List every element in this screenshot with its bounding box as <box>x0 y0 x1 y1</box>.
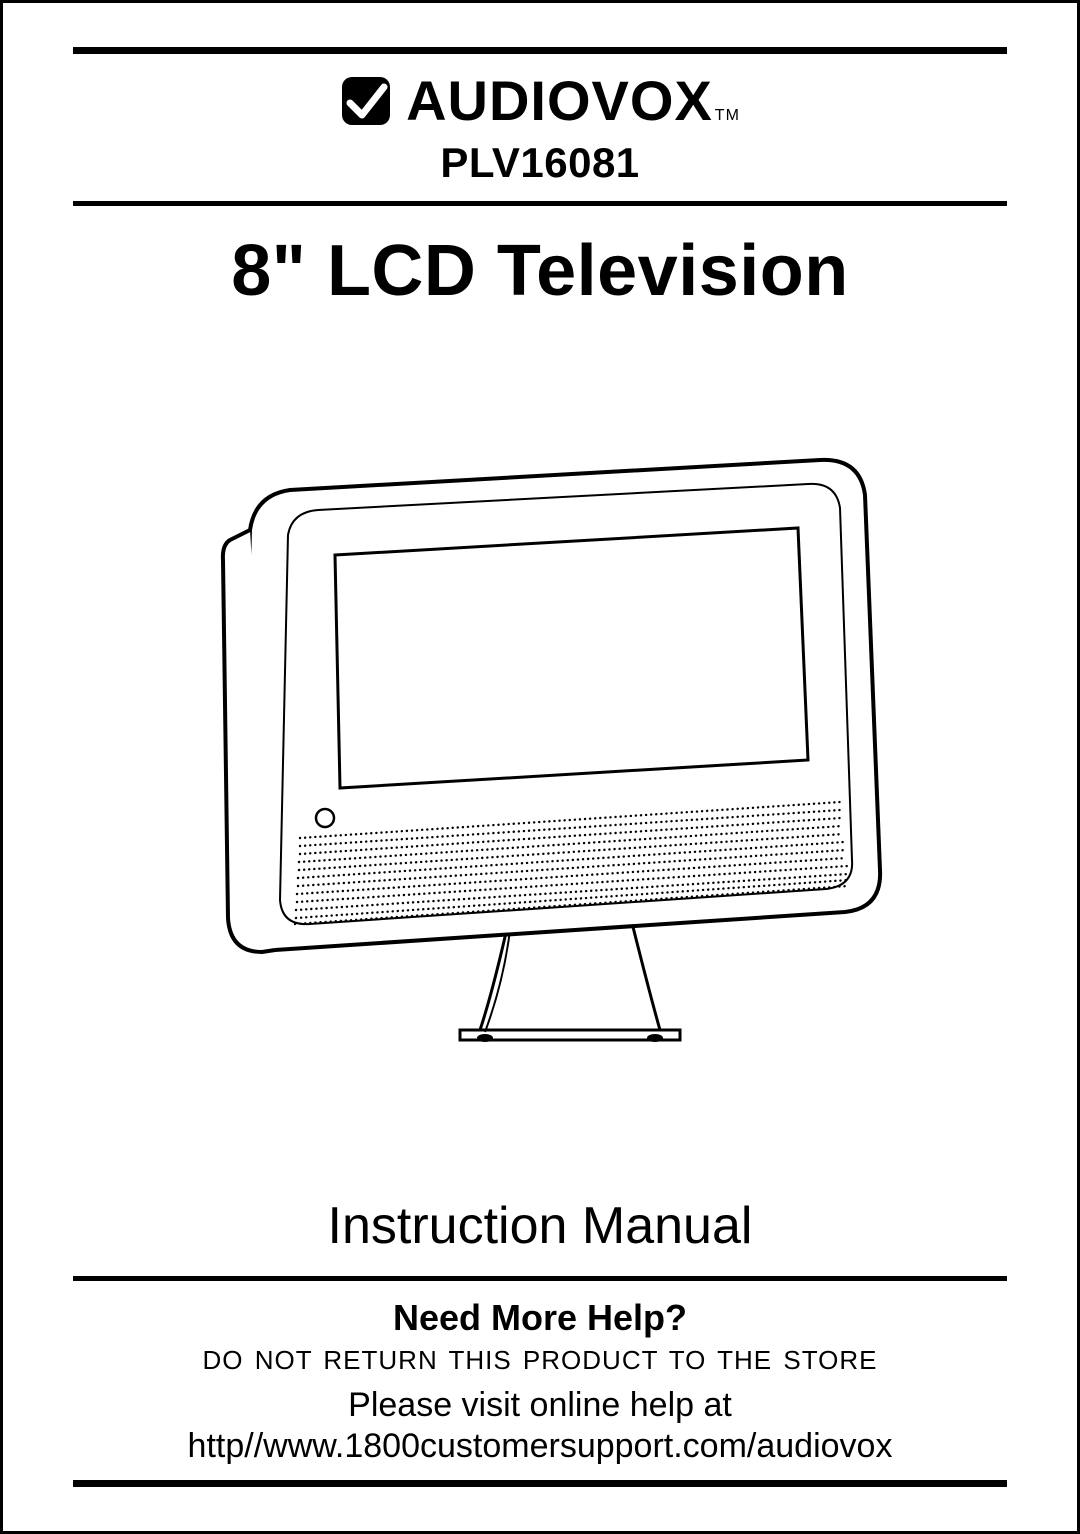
document-type: Instruction Manual <box>73 1196 1007 1256</box>
model-number: PLV16081 <box>73 139 1007 187</box>
rule-under-brand <box>73 201 1007 206</box>
tv-illustration <box>73 330 1007 1190</box>
help-heading: Need More Help? <box>73 1297 1007 1339</box>
brand-name-text: AUDIOVOX <box>406 68 713 133</box>
trademark-symbol: TM <box>715 107 740 125</box>
help-visit-line: Please visit online help at <box>73 1386 1007 1425</box>
rule-top <box>73 47 1007 54</box>
audiovox-logo-icon <box>340 75 392 127</box>
help-url: http//www.1800customersupport.com/audiov… <box>73 1427 1007 1466</box>
brand-row: AUDIOVOX TM <box>73 68 1007 133</box>
rule-bottom <box>73 1480 1007 1487</box>
help-do-not-return: DO NOT RETURN THIS PRODUCT TO THE STORE <box>73 1345 1007 1376</box>
product-title: 8" LCD Television <box>73 230 1007 312</box>
manual-cover-page: AUDIOVOX TM PLV16081 8" LCD Television <box>0 0 1080 1534</box>
rule-above-help <box>73 1276 1007 1281</box>
help-block: Need More Help? DO NOT RETURN THIS PRODU… <box>73 1297 1007 1466</box>
brand-name: AUDIOVOX TM <box>406 68 740 133</box>
